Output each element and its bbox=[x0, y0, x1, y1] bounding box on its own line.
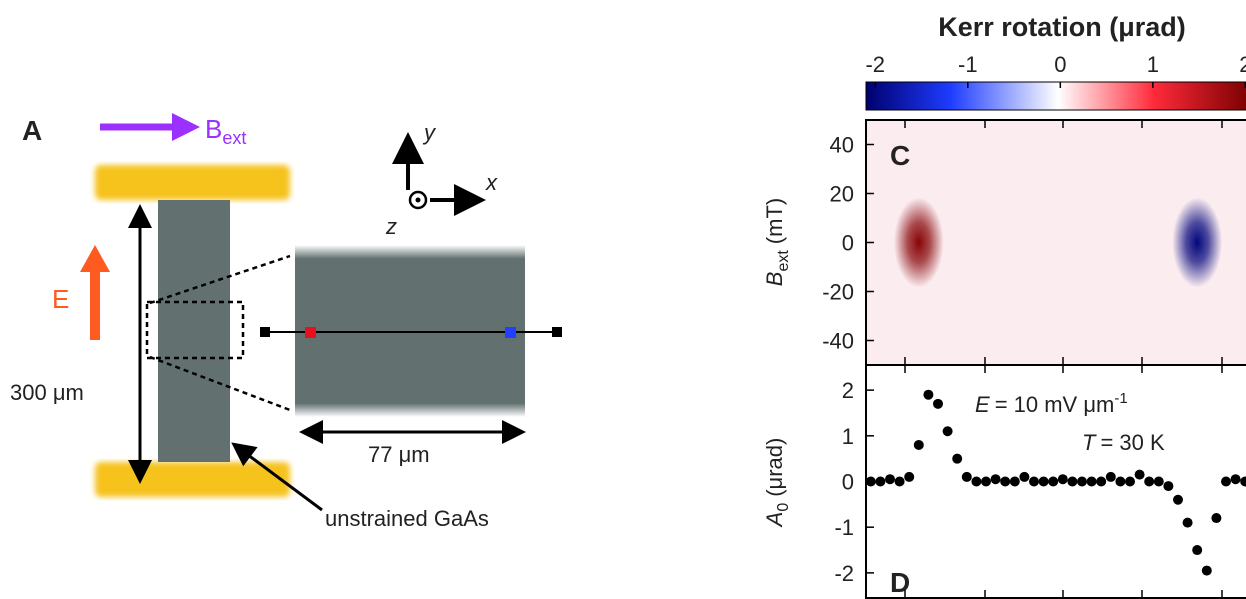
point bbox=[981, 477, 991, 487]
point bbox=[1231, 474, 1241, 484]
point bbox=[1106, 472, 1116, 482]
point bbox=[1135, 470, 1145, 480]
red-edge bbox=[305, 327, 316, 338]
point bbox=[875, 477, 885, 487]
panel-label: C bbox=[890, 140, 910, 171]
annotation: E= 10 mV μm-1 bbox=[975, 390, 1128, 417]
axis-z: z bbox=[385, 214, 397, 239]
point bbox=[1077, 477, 1087, 487]
b-label: Bext bbox=[205, 114, 246, 148]
point bbox=[1163, 481, 1173, 491]
colorbar-tick-label: 2 bbox=[1239, 52, 1246, 77]
axis-x: x bbox=[485, 170, 498, 195]
point bbox=[1029, 477, 1039, 487]
colorbar-tick-label: 0 bbox=[1054, 52, 1066, 77]
panel-label: A bbox=[22, 115, 42, 146]
y-tick-label: -20 bbox=[822, 280, 854, 305]
point bbox=[1019, 472, 1029, 482]
point bbox=[933, 399, 943, 409]
point bbox=[1125, 477, 1135, 487]
point bbox=[1000, 477, 1010, 487]
figure: A Bext E 300 μm 77 μm unstrained GaAs y … bbox=[0, 0, 1246, 599]
y-tick-label: -40 bbox=[822, 329, 854, 354]
colorbar-tick-label: -2 bbox=[865, 52, 885, 77]
axis-y: y bbox=[422, 120, 437, 145]
point bbox=[1087, 477, 1097, 487]
blue-edge bbox=[505, 327, 516, 338]
point bbox=[1173, 495, 1183, 505]
colorbar-tick-label: 1 bbox=[1147, 52, 1159, 77]
point bbox=[1115, 477, 1125, 487]
b-arrowhead bbox=[172, 113, 200, 141]
z-axis-dot bbox=[416, 198, 421, 203]
point bbox=[923, 390, 933, 400]
point bbox=[952, 454, 962, 464]
y-tick-label: -1 bbox=[834, 515, 854, 540]
y-tick-label: 0 bbox=[842, 231, 854, 256]
scan-end bbox=[552, 327, 562, 337]
colorbar bbox=[866, 82, 1246, 110]
point bbox=[943, 426, 953, 436]
point bbox=[1039, 477, 1049, 487]
point bbox=[885, 474, 895, 484]
panel-label: D bbox=[890, 567, 910, 598]
panel-a: A Bext E 300 μm 77 μm unstrained GaAs y … bbox=[10, 113, 562, 531]
point bbox=[1211, 513, 1221, 523]
point bbox=[1048, 477, 1058, 487]
e-arrowhead bbox=[80, 245, 110, 272]
length-label: 300 μm bbox=[10, 380, 84, 405]
annotation: T= 30 K bbox=[1082, 430, 1165, 455]
y-tick-label: -2 bbox=[834, 561, 854, 586]
point bbox=[1144, 477, 1154, 487]
colorbar-tick-label: -1 bbox=[958, 52, 978, 77]
e-label: E bbox=[52, 284, 69, 314]
y-axis-label: A0(μrad) bbox=[762, 438, 792, 529]
y-tick-label: 1 bbox=[842, 424, 854, 449]
point bbox=[1183, 518, 1193, 528]
point bbox=[1058, 474, 1068, 484]
point bbox=[1010, 477, 1020, 487]
y-tick-label: 40 bbox=[830, 133, 854, 158]
point bbox=[1202, 566, 1212, 576]
material-label: unstrained GaAs bbox=[325, 506, 489, 531]
point bbox=[1240, 477, 1246, 487]
colorbar-title: Kerr rotation (μrad) bbox=[938, 12, 1186, 42]
point bbox=[1221, 477, 1231, 487]
y-tick-label: 20 bbox=[830, 182, 854, 207]
scan-end bbox=[260, 327, 270, 337]
point bbox=[1192, 545, 1202, 555]
point bbox=[971, 477, 981, 487]
point bbox=[904, 472, 914, 482]
point bbox=[962, 472, 972, 482]
point bbox=[895, 477, 905, 487]
point bbox=[991, 474, 1001, 484]
point bbox=[1154, 477, 1164, 487]
width-label: 77 μm bbox=[368, 442, 430, 467]
y-tick-label: 2 bbox=[842, 378, 854, 403]
y-tick-label: 0 bbox=[842, 470, 854, 495]
channel bbox=[158, 200, 230, 462]
point bbox=[1096, 477, 1106, 487]
point bbox=[914, 440, 924, 450]
y-axis-label: Bext(mT) bbox=[762, 198, 792, 286]
contact bbox=[95, 462, 290, 497]
contact bbox=[95, 165, 290, 200]
point bbox=[1067, 477, 1077, 487]
